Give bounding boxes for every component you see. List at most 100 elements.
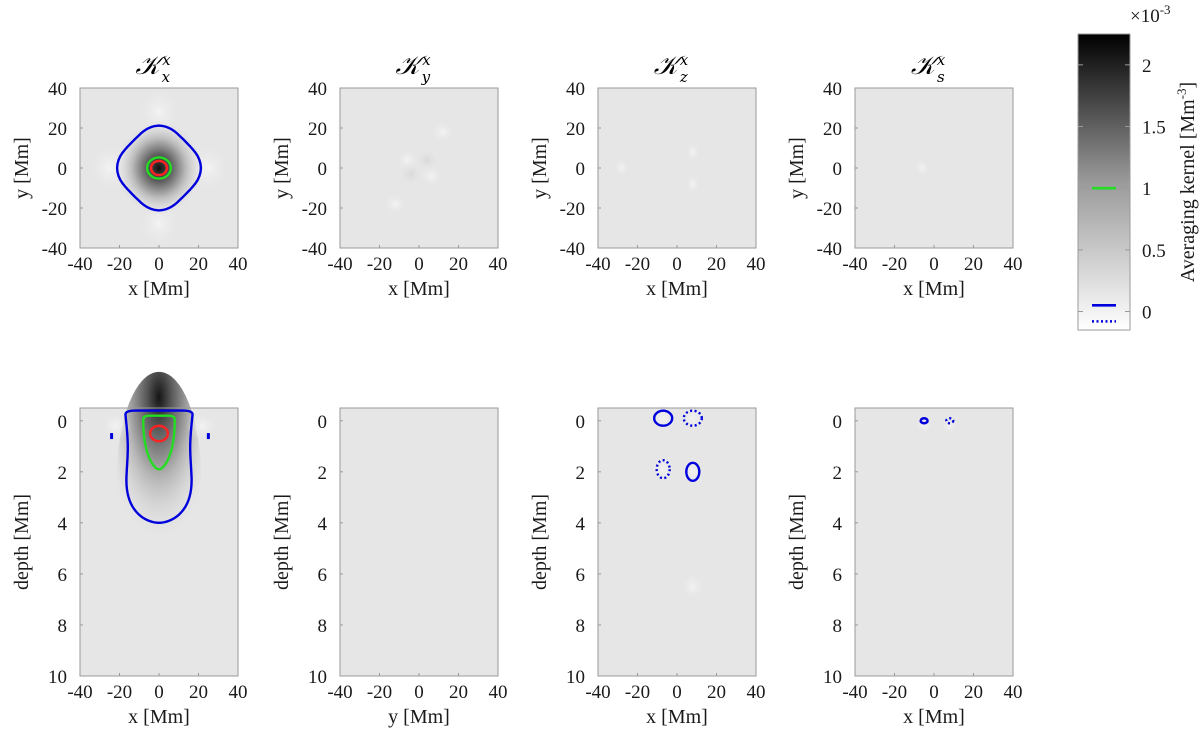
heatmap-peak xyxy=(115,120,203,216)
x-tick-label: -20 xyxy=(882,254,907,275)
x-tick-label: -20 xyxy=(625,682,650,703)
y-tick-label: 10 xyxy=(48,667,67,688)
contour-line xyxy=(148,424,170,443)
y-tick-label: 20 xyxy=(48,119,67,140)
y-tick-label: 2 xyxy=(58,463,68,484)
x-tick-label: -40 xyxy=(327,254,352,275)
x-tick-label: 20 xyxy=(707,682,726,703)
y-tick-label: 8 xyxy=(833,616,843,637)
colorbar: 2 1.5 1 0.5 0 ×10-3 Averaging kernel [Mm-3] xyxy=(1077,2,1199,331)
x-axis-label: x [Mm] xyxy=(646,278,708,300)
y-tick-label: -40 xyxy=(42,239,67,260)
heatmap-lobe xyxy=(430,120,455,144)
y-tick-label: 20 xyxy=(566,119,585,140)
contour-line xyxy=(945,417,955,425)
x-axis-label: x [Mm] xyxy=(903,706,965,728)
y-tick-label: -20 xyxy=(560,199,585,220)
x-tick-label: -20 xyxy=(625,254,650,275)
panel-horizontal-3: -40 -20 0 20 40 40 20 0 -20 -40 x [Mm] y [Mm] 𝒦 zx xyxy=(529,51,766,300)
heatmap-lobe xyxy=(613,158,630,178)
y-tick-label: 10 xyxy=(566,667,585,688)
x-tick-label: 40 xyxy=(229,254,248,275)
colorbar-multiplier: ×10-3 xyxy=(1130,2,1171,27)
panel-horizontal-1: -40 -20 0 20 40 40 20 0 -20 -40 x [Mm] y [Mm] 𝒦 xx xyxy=(11,51,248,300)
panel-horizontal-4: -40 -20 0 20 40 40 20 0 -20 -40 x [Mm] y [Mm] 𝒦 sx xyxy=(786,51,1023,300)
y-tick-label: 20 xyxy=(823,119,842,140)
heatmap-background xyxy=(855,408,1013,676)
x-tick-label: 20 xyxy=(189,682,208,703)
x-tick-label: 20 xyxy=(707,254,726,275)
contour-line xyxy=(145,156,173,180)
colorbar-gradient xyxy=(1077,33,1131,331)
y-tick-label: 10 xyxy=(308,667,327,688)
heatmap-lobe xyxy=(680,457,705,486)
x-tick-label: -20 xyxy=(107,682,132,703)
x-tick-label: 20 xyxy=(964,254,983,275)
heatmap-lobe xyxy=(383,192,408,216)
y-tick-label: -40 xyxy=(302,239,327,260)
y-tick-label: 0 xyxy=(318,159,328,180)
y-tick-label: 0 xyxy=(833,412,843,433)
contour-line xyxy=(682,409,703,427)
x-axis-label: x [Mm] xyxy=(646,706,708,728)
x-tick-label: -40 xyxy=(842,254,867,275)
x-tick-label: -40 xyxy=(585,254,610,275)
contour-line xyxy=(652,409,674,427)
heatmap-lobe xyxy=(939,417,960,434)
y-axis-label: depth [Mm] xyxy=(11,494,33,590)
y-tick-label: 8 xyxy=(318,616,328,637)
y-tick-label: 0 xyxy=(318,412,328,433)
colorbar-tick-label: 0 xyxy=(1142,303,1152,324)
y-tick-label: 40 xyxy=(308,79,327,100)
contour-line xyxy=(655,459,671,480)
y-tick-label: 10 xyxy=(823,667,842,688)
x-tick-label: 0 xyxy=(154,254,164,275)
heatmap-peak xyxy=(117,371,201,582)
colorbar-ticks: 2 1.5 1 0.5 0 xyxy=(1078,56,1166,324)
panel-horizontal-2: -40 -20 0 20 40 40 20 0 -20 -40 x [Mm] y [Mm] 𝒦 yx xyxy=(271,51,508,300)
colorbar-tick-label: 0.5 xyxy=(1142,241,1166,262)
colorbar-tick-label: 2 xyxy=(1142,56,1152,77)
heatmap-lobe xyxy=(399,162,424,186)
contour-line xyxy=(685,461,701,483)
y-tick-label: 4 xyxy=(318,514,328,535)
x-tick-label: -20 xyxy=(367,254,392,275)
y-tick-label: 40 xyxy=(823,79,842,100)
panel-depth-1: -40 -20 0 20 40 0 2 4 6 8 10 x [Mm] depth [Mm] xyxy=(11,371,248,728)
y-tick-label: -20 xyxy=(817,199,842,220)
colorbar-tick-label: 1.5 xyxy=(1142,118,1166,139)
x-tick-label: 0 xyxy=(929,254,939,275)
y-axis-label: y [Mm] xyxy=(11,137,33,199)
panel-depth-3: -40 -20 0 20 40 0 2 4 6 8 10 x [Mm] depth [Mm] xyxy=(529,404,766,728)
x-tick-label: 40 xyxy=(1004,682,1023,703)
panel-depth-2: -40 -20 0 20 40 0 2 4 6 8 10 y [Mm] depth [Mm] xyxy=(271,407,508,728)
panel-depth-4: -40 -20 0 20 40 0 2 4 6 8 10 x [Mm] depth [Mm] xyxy=(786,407,1023,728)
x-tick-label: 40 xyxy=(489,254,508,275)
y-axis-label: y [Mm] xyxy=(529,137,551,199)
heatmap-lobe xyxy=(914,158,931,178)
y-tick-label: 40 xyxy=(48,79,67,100)
y-tick-label: 8 xyxy=(576,616,586,637)
x-tick-label: -40 xyxy=(67,682,92,703)
y-tick-label: 40 xyxy=(566,79,585,100)
y-tick-label: 6 xyxy=(318,565,328,586)
heatmap-lobe xyxy=(914,417,935,434)
y-tick-label: 6 xyxy=(58,565,68,586)
y-tick-label: 4 xyxy=(833,514,843,535)
contour-line xyxy=(115,124,203,212)
heatmap-lobe xyxy=(680,572,705,601)
x-tick-label: -40 xyxy=(585,682,610,703)
x-axis-label: x [Mm] xyxy=(903,278,965,300)
y-tick-label: 0 xyxy=(58,159,68,180)
contour-dot xyxy=(110,433,114,440)
y-axis-label: y [Mm] xyxy=(786,137,808,199)
heatmap-lobe xyxy=(414,148,439,172)
x-tick-label: 0 xyxy=(672,682,682,703)
y-tick-label: 6 xyxy=(576,565,586,586)
colorbar-contour-markers xyxy=(1092,186,1116,323)
colorbar-tick-label: 1 xyxy=(1142,179,1152,200)
heatmap-background xyxy=(340,408,498,676)
y-tick-label: 8 xyxy=(58,616,68,637)
